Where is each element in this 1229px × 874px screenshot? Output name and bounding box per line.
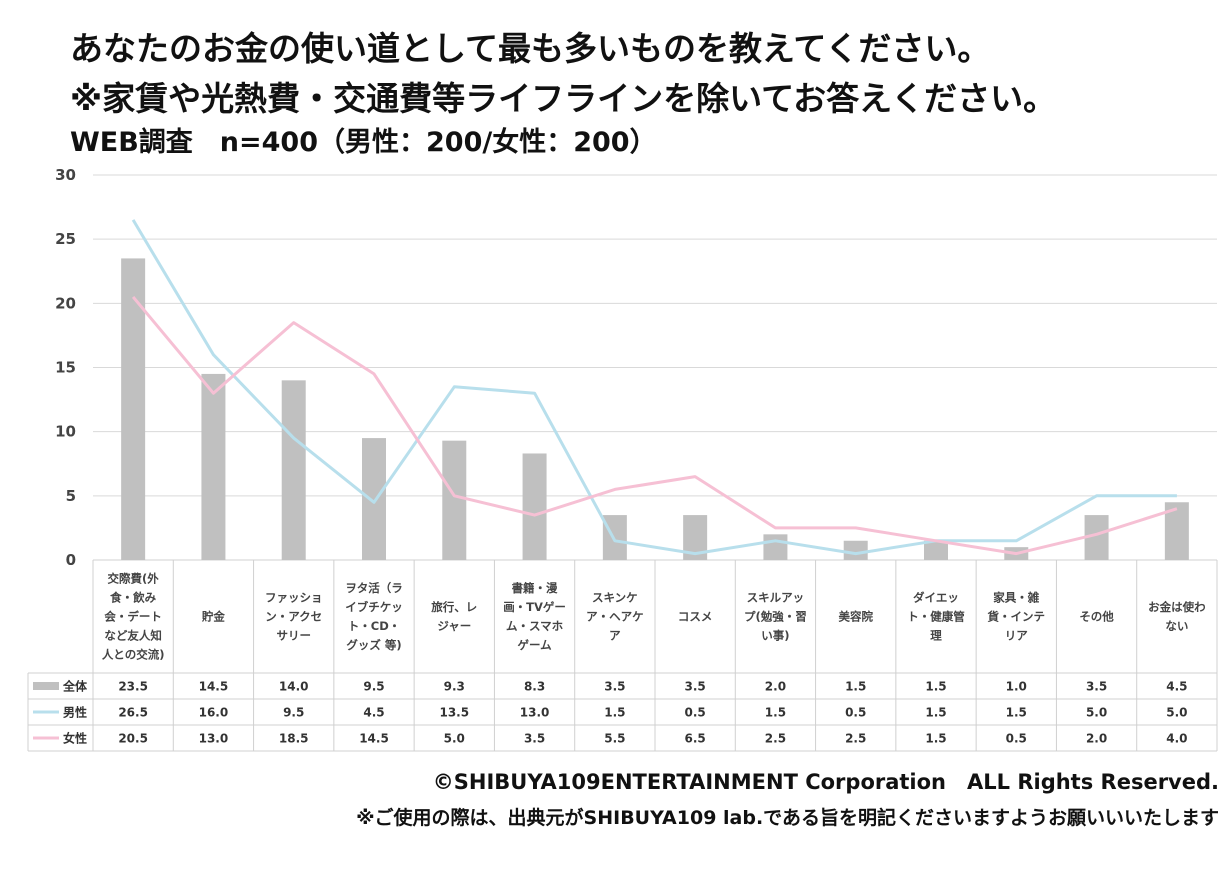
data-table-cell: 4.0 xyxy=(1166,732,1187,746)
data-table-cell: 1.5 xyxy=(925,732,946,746)
data-table-cell: 3.5 xyxy=(604,680,625,694)
category-label: 旅行、レジャー xyxy=(431,600,477,633)
data-table-cell: 8.3 xyxy=(524,680,545,694)
bar xyxy=(522,453,547,560)
data-table-cell: 23.5 xyxy=(118,680,148,694)
chart-subtitle: WEB調査 n=400（男性：200/女性：200） xyxy=(70,127,657,158)
legend-key-bar xyxy=(33,682,59,690)
y-tick-label: 25 xyxy=(55,230,76,248)
data-table-cell: 0.5 xyxy=(845,706,866,720)
data-table-cell: 1.5 xyxy=(604,706,625,720)
chart-title-line-2: ※家賃や光熱費・交通費等ライフラインを除いてお答えください。 xyxy=(70,79,1057,118)
data-table-cell: 5.0 xyxy=(1086,706,1107,720)
data-table-cell: 1.5 xyxy=(1006,706,1027,720)
bar xyxy=(763,534,788,560)
bar xyxy=(362,438,386,560)
y-tick-label: 5 xyxy=(66,487,76,505)
y-tick-label: 30 xyxy=(55,166,76,184)
data-table-cell: 4.5 xyxy=(1166,680,1187,694)
data-table-cell: 2.5 xyxy=(845,732,866,746)
category-label: スキンケア・ヘアケア xyxy=(586,591,644,643)
data-table-cell: 1.5 xyxy=(765,706,786,720)
y-tick-label: 15 xyxy=(55,359,76,377)
bar xyxy=(121,258,146,560)
data-table-cell: 5.0 xyxy=(1166,706,1187,720)
data-table-cell: 4.5 xyxy=(363,706,384,720)
legend-label: 全体 xyxy=(62,679,88,694)
data-table-cell: 3.5 xyxy=(685,680,706,694)
data-table-cell: 1.5 xyxy=(925,706,946,720)
data-table-cell: 3.5 xyxy=(524,732,545,746)
y-tick-label: 0 xyxy=(66,551,76,569)
data-table-cell: 2.5 xyxy=(765,732,786,746)
data-table-cell: 9.5 xyxy=(363,680,384,694)
bar xyxy=(281,380,306,560)
y-tick-label: 10 xyxy=(55,423,76,441)
category-label: ヲタ活（ライブチケット・CD・グッズ 等) xyxy=(345,581,403,652)
category-label: ダイエット・健康管理 xyxy=(907,591,965,643)
data-table-cell: 26.5 xyxy=(118,706,148,720)
category-label: スキルアップ(勉強・習い事) xyxy=(744,591,807,643)
data-table-cell: 16.0 xyxy=(199,706,229,720)
category-label: 美容院 xyxy=(838,610,873,624)
data-table-cell: 18.5 xyxy=(279,732,309,746)
category-label: 交際費(外食・飲み会・デートなど友人知人との交流) xyxy=(102,572,165,662)
data-table-cell: 0.5 xyxy=(685,706,706,720)
bar xyxy=(843,540,868,560)
y-tick-label: 20 xyxy=(55,294,76,312)
category-label: コスメ xyxy=(678,610,713,624)
bar xyxy=(201,373,226,560)
bar xyxy=(924,540,948,560)
copyright-text: ©SHIBUYA109ENTERTAINMENT Corporation ALL… xyxy=(432,770,1219,794)
data-table-cell: 9.3 xyxy=(444,680,465,694)
bar xyxy=(602,515,627,560)
series-line xyxy=(131,295,1178,556)
data-table-cell: 5.5 xyxy=(604,732,625,746)
data-table-cell: 0.5 xyxy=(1006,732,1027,746)
data-table-cell: 20.5 xyxy=(118,732,148,746)
data-table-cell: 9.5 xyxy=(283,706,304,720)
data-table-cell: 1.0 xyxy=(1006,680,1027,694)
data-table-cell: 14.0 xyxy=(279,680,309,694)
data-table-cell: 6.5 xyxy=(685,732,706,746)
data-table-cell: 13.0 xyxy=(199,732,229,746)
legend-label: 男性 xyxy=(63,705,87,720)
category-label: その他 xyxy=(1079,610,1114,624)
data-table-cell: 14.5 xyxy=(199,680,229,694)
series-line xyxy=(131,219,1177,556)
chart-title-line-1: あなたのお金の使い道として最も多いものを教えてください。 xyxy=(70,29,991,68)
data-table-cell: 13.5 xyxy=(439,706,469,720)
legend-label: 女性 xyxy=(63,731,87,746)
category-label: ファッション・アクセサリー xyxy=(265,591,323,643)
category-label: 書籍・漫画・TVゲーム・スマホゲーム xyxy=(503,581,566,652)
category-label: 家具・雑貨・インテリア xyxy=(988,591,1046,643)
data-table-cell: 5.0 xyxy=(444,732,465,746)
data-table-cell: 2.0 xyxy=(765,680,786,694)
usage-note: ※ご使用の際は、出典元がSHIBUYA109 lab.である旨を明記くださいます… xyxy=(356,807,1219,829)
data-table-cell: 2.0 xyxy=(1086,732,1107,746)
data-table-cell: 13.0 xyxy=(520,706,550,720)
category-label: 貯金 xyxy=(202,610,225,624)
data-table-cell: 14.5 xyxy=(359,732,389,746)
category-label: お金は使わない xyxy=(1148,600,1206,633)
data-table-cell: 1.5 xyxy=(845,680,866,694)
data-table-cell: 3.5 xyxy=(1086,680,1107,694)
bar xyxy=(442,440,467,560)
data-table-cell: 1.5 xyxy=(925,680,946,694)
